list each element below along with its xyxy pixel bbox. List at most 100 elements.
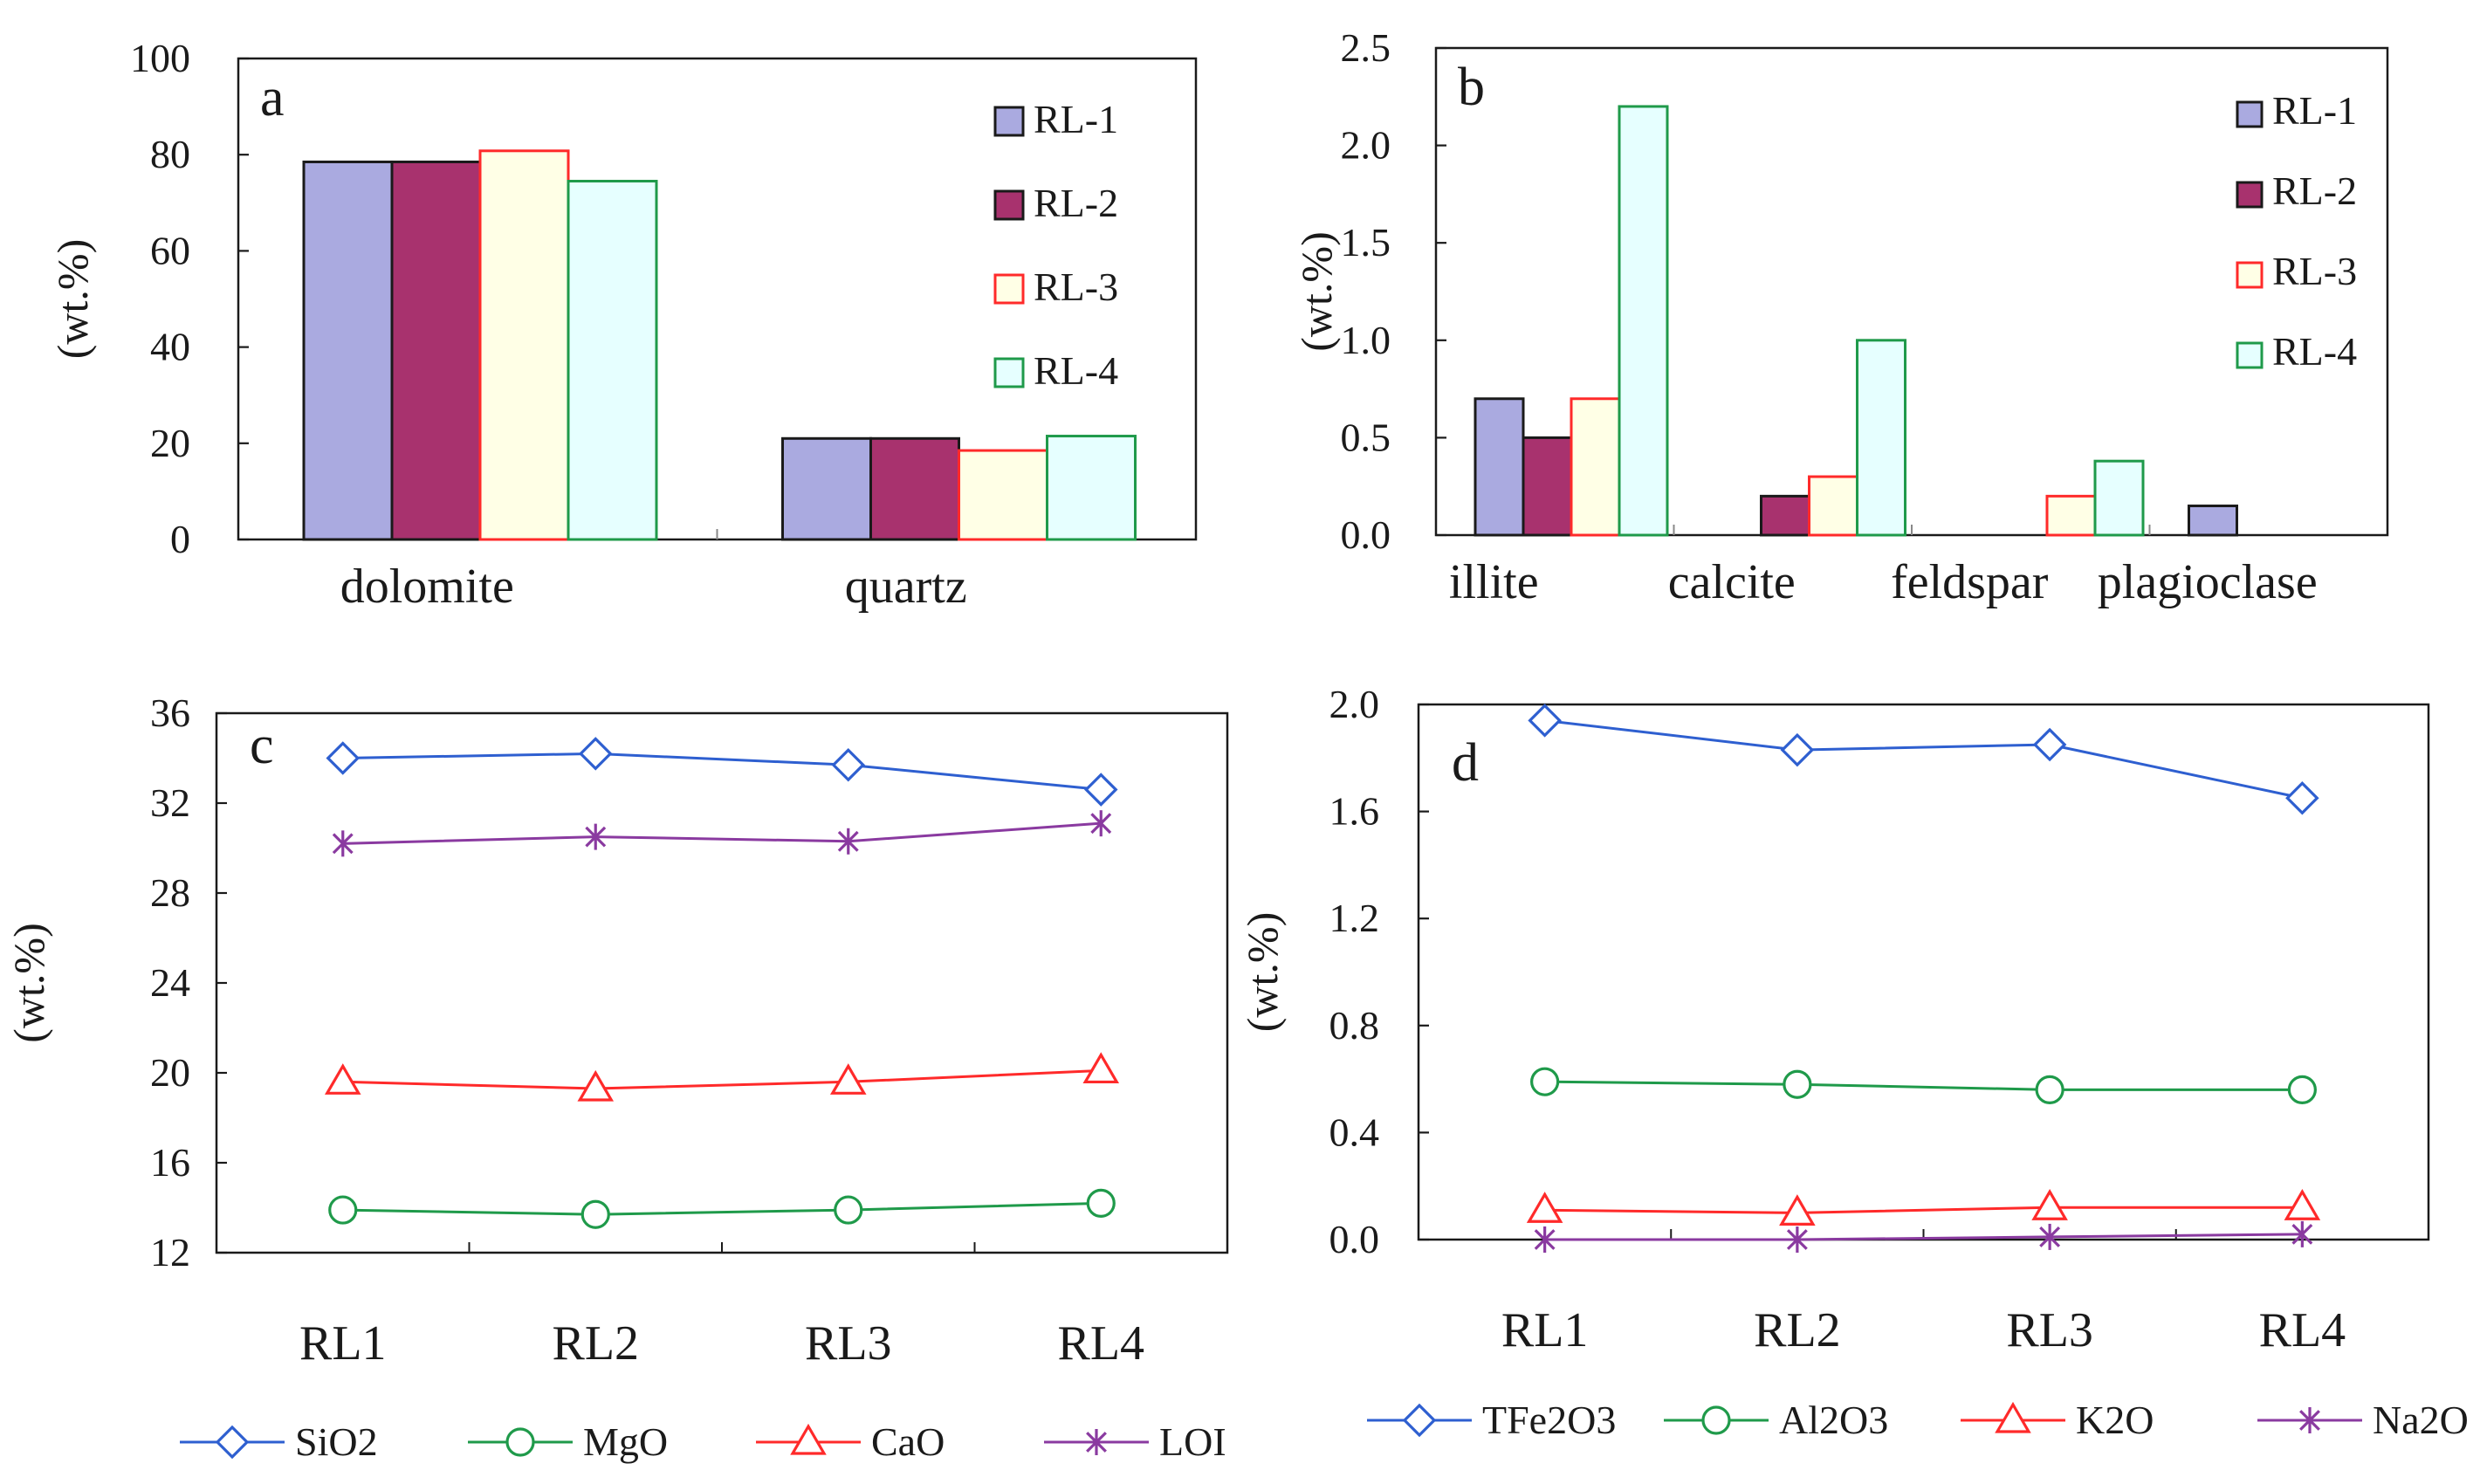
y-tick-label: 20: [150, 421, 190, 465]
bar: [2188, 505, 2238, 537]
plot-frame: [215, 711, 1229, 1254]
bar: [390, 160, 482, 541]
data-point: [831, 747, 866, 782]
legend-marker: [790, 1423, 827, 1455]
y-tick-label: 2.5: [1341, 25, 1391, 70]
bar: [958, 449, 1048, 541]
y-tick-label: 16: [150, 1140, 190, 1185]
series-line: [1544, 1080, 2303, 1091]
legend-label: K2O: [2076, 1398, 2154, 1442]
legend-label: RL-1: [1034, 97, 1118, 141]
y-tick-label: 40: [150, 325, 190, 369]
y-axis-label: (wt.%): [48, 239, 97, 359]
y-tick-label: 0.5: [1341, 415, 1391, 459]
x-category-label: RL3: [2006, 1303, 2093, 1357]
bar: [302, 160, 394, 541]
data-point: [1786, 1226, 1808, 1253]
data-point: [1780, 732, 1815, 767]
data-point: [1530, 1067, 1560, 1096]
series-line: [1544, 1233, 2303, 1241]
legend-label: RL-2: [1034, 181, 1118, 225]
category-label: quartz: [845, 560, 967, 614]
data-point: [2284, 1189, 2321, 1220]
legend-label: Na2O: [2373, 1398, 2469, 1442]
data-point: [1090, 810, 1112, 837]
bar: [1570, 397, 1621, 537]
bar: [2045, 494, 2097, 537]
bar: [869, 436, 960, 541]
bar: [781, 436, 872, 541]
data-point: [585, 823, 607, 850]
series-line: [342, 1201, 1102, 1216]
legend-label: RL-4: [1034, 348, 1118, 393]
legend-swatch: [2236, 100, 2264, 128]
data-point: [2291, 1220, 2313, 1247]
y-axis-label: (wt.%): [1238, 912, 1287, 1032]
category-label: calcite: [1668, 555, 1796, 609]
x-category-label: RL4: [2259, 1303, 2346, 1357]
legend-label: SiO2: [295, 1419, 378, 1464]
y-axis-label: (wt.%): [1292, 231, 1341, 351]
legend-swatch: [993, 189, 1025, 221]
data-point: [1779, 1194, 1816, 1226]
series-line: [1544, 718, 2303, 800]
data-point: [580, 1199, 610, 1229]
data-point: [577, 1069, 615, 1102]
data-point: [1528, 704, 1562, 738]
y-tick-label: 24: [150, 960, 190, 1005]
data-point: [837, 828, 859, 855]
panel-c-line-chart: 12 16 20 24 28 32 36 (wt.%) c RL1 RL2 RL3 RL4 SiO2 MgO…: [4, 690, 1229, 1464]
x-category-label: RL1: [299, 1316, 387, 1371]
series-line: [1544, 1206, 2303, 1214]
y-tick-label: 1.6: [1329, 789, 1380, 834]
legend-label: RL-4: [2272, 329, 2357, 374]
legend-swatch: [2236, 341, 2264, 369]
y-axis-label: (wt.%): [4, 923, 53, 1042]
y-tick-label: 0.8: [1329, 1003, 1380, 1048]
panel-d-line-chart: 0.0 0.4 0.8 1.2 1.6 2.0 (wt.%) d RL1 RL2 RL3 RL4 TFe…: [1238, 682, 2469, 1442]
legend-marker: [1402, 1403, 1437, 1438]
bar: [1046, 435, 1137, 541]
legend-swatch: [2236, 261, 2264, 289]
data-point: [2031, 1189, 2068, 1220]
y-tick-label: 100: [130, 36, 190, 80]
legend-swatch: [2236, 181, 2264, 209]
y-tick-label: 36: [150, 690, 190, 735]
y-tick-label: 1.2: [1329, 896, 1380, 940]
legend-marker: [215, 1425, 250, 1460]
legend-marker: [1995, 1401, 2031, 1433]
plot-frame: [1417, 703, 2430, 1241]
legend-label: MgO: [583, 1419, 668, 1464]
legend-marker: [505, 1427, 535, 1457]
y-tick-label: 80: [150, 132, 190, 176]
y-tick-label: 12: [150, 1230, 190, 1274]
data-point: [1082, 1052, 1120, 1084]
legend-swatch: [993, 106, 1025, 137]
data-point: [326, 741, 361, 775]
data-point: [2039, 1223, 2061, 1250]
panel-b-bar-chart: 0.0 0.5 1.0 1.5 2.0 2.5 (wt.%) b illite calcite fe…: [1292, 25, 2389, 609]
bar: [567, 180, 658, 541]
panel-label: d: [1452, 733, 1479, 793]
legend-marker: [1701, 1405, 1731, 1435]
legend-marker: [2299, 1407, 2320, 1433]
data-point: [829, 1063, 867, 1095]
panel-label: b: [1458, 58, 1485, 117]
legend-label: RL-3: [1034, 265, 1118, 309]
bar: [478, 149, 570, 541]
category-label: feldspar: [1891, 555, 2049, 609]
data-point: [2287, 1075, 2317, 1104]
legend-label: CaO: [871, 1419, 945, 1464]
data-point: [2285, 781, 2319, 815]
bar: [1618, 105, 1669, 537]
data-point: [332, 830, 354, 857]
legend-label: RL-3: [2272, 249, 2357, 293]
series-line: [342, 752, 1102, 792]
data-point: [1526, 1192, 1563, 1223]
data-point: [1083, 773, 1118, 807]
x-category-label: RL1: [1501, 1303, 1589, 1357]
legend-label: Al2O3: [1779, 1398, 1888, 1442]
panel-a-bar-chart: 0 20 40 60 80 100 (wt.%) a dolomite quartz RL-1 RL-…: [48, 36, 1198, 614]
legend-swatch: [993, 357, 1025, 388]
